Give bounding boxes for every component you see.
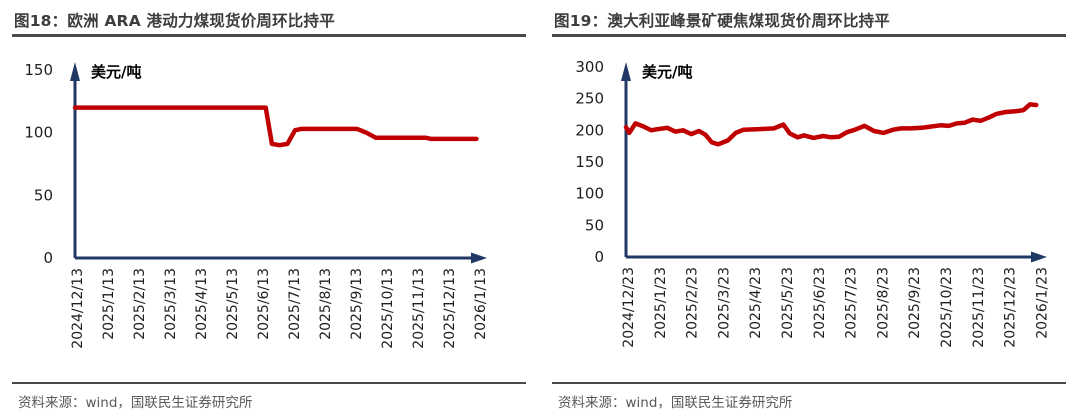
y-tick-label: 150 xyxy=(24,61,53,79)
x-tick-label: 2025/11/13 xyxy=(411,268,427,349)
x-tick-label: 2024/12/23 xyxy=(621,267,637,348)
x-tick-label: 2025/10/23 xyxy=(939,267,955,348)
x-tick-label: 2025/2/23 xyxy=(685,267,701,339)
x-tick-label: 2025/8/23 xyxy=(875,267,891,339)
figure-title: 图19：澳大利亚峰景矿硬焦煤现货价周环比持平 xyxy=(552,0,1066,37)
x-tick-label: 2025/8/13 xyxy=(318,268,334,340)
x-tick-label: 2025/3/13 xyxy=(163,268,179,340)
figure-panel-19: 图19：澳大利亚峰景矿硬焦煤现货价周环比持平 0 50 100 150 200 250 30… xyxy=(540,0,1080,415)
x-tick-label: 2025/12/23 xyxy=(1003,267,1019,348)
y-tick-label: 100 xyxy=(24,124,53,142)
x-tick-label: 2025/12/13 xyxy=(442,268,458,349)
y-axis-unit-label: 美元/吨 xyxy=(91,63,141,81)
y-axis-unit-label: 美元/吨 xyxy=(642,63,692,81)
x-tick-label: 2025/10/13 xyxy=(380,268,396,349)
figure-title: 图18：欧洲 ARA 港动力煤现货价周环比持平 xyxy=(12,0,526,37)
y-tick-label: 100 xyxy=(575,185,604,203)
y-tick-label: 50 xyxy=(585,216,604,234)
x-tick-label: 2025/7/23 xyxy=(844,267,860,339)
x-tick-label: 2025/9/23 xyxy=(907,267,923,339)
figure-panel-18: 图18：欧洲 ARA 港动力煤现货价周环比持平 0 50 100 150 2024/12… xyxy=(12,0,526,411)
y-tick-label: 250 xyxy=(575,90,604,108)
price-line-chart: 0 50 100 150 2024/12/13 2025/1/13 2025/2/13 202… xyxy=(24,61,489,349)
x-tick-label: 2025/11/23 xyxy=(971,267,987,348)
x-tick-label: 2025/4/13 xyxy=(194,268,210,340)
x-tick-label: 2025/2/13 xyxy=(132,268,148,340)
source-note: 资料来源：wind，国联民生证券研究所 xyxy=(12,382,526,411)
x-axis-arrow-icon xyxy=(1031,251,1047,263)
x-tick-label: 2025/7/13 xyxy=(287,268,303,340)
x-tick-label: 2025/3/23 xyxy=(716,267,732,339)
y-tick-label: 50 xyxy=(34,186,53,204)
x-tick-label: 2025/5/23 xyxy=(780,267,796,339)
x-tick-label: 2025/5/13 xyxy=(225,268,241,340)
x-tick-label: 2025/6/23 xyxy=(812,267,828,339)
y-axis-arrow-icon xyxy=(70,62,80,81)
x-tick-label: 2025/1/13 xyxy=(101,268,117,340)
y-tick-label: 0 xyxy=(594,248,604,266)
x-tick-label: 2025/1/23 xyxy=(653,267,669,339)
y-tick-label: 150 xyxy=(575,153,604,171)
x-tick-label: 2025/9/13 xyxy=(349,268,365,340)
x-tick-label: 2024/12/13 xyxy=(70,268,86,349)
x-tick-label: 2026/1/23 xyxy=(1034,267,1050,339)
y-tick-label: 0 xyxy=(43,249,53,267)
y-axis-arrow-icon xyxy=(621,62,631,81)
y-tick-label: 200 xyxy=(575,121,604,139)
x-axis-arrow-icon xyxy=(471,252,487,264)
price-series-line xyxy=(72,105,479,148)
price-series-line xyxy=(623,102,1039,147)
x-tick-label: 2026/1/13 xyxy=(473,268,489,340)
price-line-chart: 0 50 100 150 200 250 300 2024/12/23 2025/1/23 202… xyxy=(575,58,1050,348)
y-tick-label: 300 xyxy=(575,58,604,76)
source-note: 资料来源：wind，国联民生证券研究所 xyxy=(552,382,1066,411)
x-tick-label: 2025/6/13 xyxy=(256,268,272,340)
x-tick-label: 2025/4/23 xyxy=(748,267,764,339)
